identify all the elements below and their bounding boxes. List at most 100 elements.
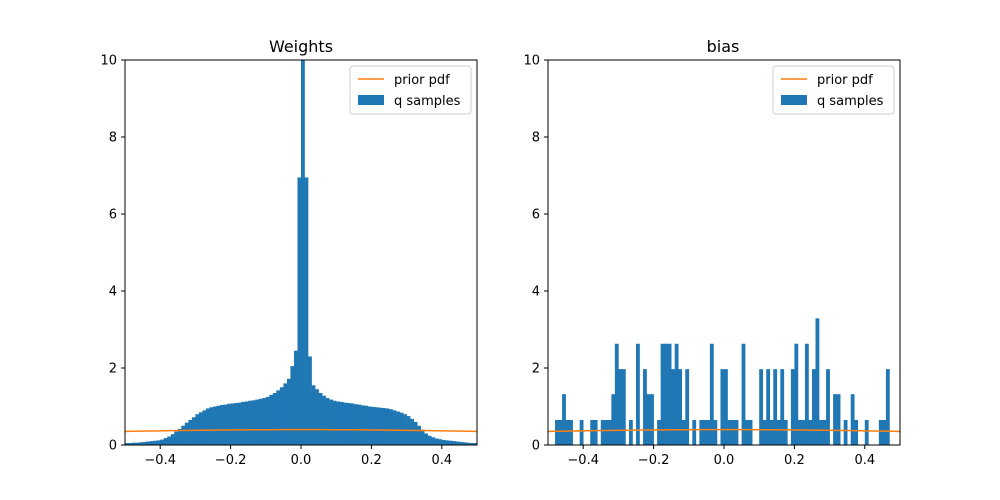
weights-histogram-bar bbox=[198, 412, 203, 445]
weights-histogram-bar bbox=[445, 440, 450, 445]
bias-y-tick-label: 10 bbox=[523, 54, 540, 69]
weights-histogram-bar bbox=[181, 425, 186, 445]
bias-histogram-bar bbox=[667, 343, 672, 445]
weights-y-tick-label: 4 bbox=[109, 285, 117, 300]
bias-histogram-bar bbox=[748, 419, 753, 445]
weights-y-tick-label: 2 bbox=[109, 362, 117, 377]
weights-histogram-bar bbox=[248, 400, 253, 445]
weights-histogram-bar bbox=[318, 393, 323, 445]
weights-histogram-bar bbox=[455, 441, 460, 445]
bias-histogram-bar bbox=[565, 419, 570, 445]
bias-legend-label-q-samples: q samples bbox=[817, 94, 884, 109]
weights-histogram-bar bbox=[216, 405, 221, 445]
bias-histogram-bar bbox=[590, 419, 595, 445]
weights-subplot: Weights −0.4 −0.2 0.0 0.2 0.4 0 2 4 6 8 10 prior pd… bbox=[100, 37, 478, 468]
bias-x-tick-label: 0.0 bbox=[714, 453, 735, 468]
weights-histogram-bar bbox=[413, 421, 418, 445]
bias-histogram-bar bbox=[741, 343, 746, 445]
weights-histogram-bar bbox=[332, 400, 337, 445]
weights-histogram-bar bbox=[441, 440, 446, 445]
weights-y-tick-label: 6 bbox=[109, 208, 117, 223]
bias-histogram-bar bbox=[885, 369, 890, 445]
weights-x-tick-label: 0.2 bbox=[361, 453, 382, 468]
bias-histogram-bar bbox=[836, 394, 841, 445]
weights-histogram-bar bbox=[389, 409, 393, 445]
weights-histogram-bar bbox=[262, 398, 267, 445]
weights-histogram-bar bbox=[177, 428, 182, 445]
bias-histogram-bar bbox=[734, 419, 739, 445]
weights-histogram-bar bbox=[153, 440, 157, 445]
weights-histogram-bar bbox=[174, 431, 179, 445]
weights-histogram-bar bbox=[128, 443, 133, 445]
bias-histogram-bar bbox=[776, 419, 781, 445]
weights-histogram-bar bbox=[146, 441, 150, 445]
weights-histogram-bar bbox=[304, 177, 309, 446]
bias-histogram-bar bbox=[628, 419, 633, 445]
weights-legend-label-q-samples: q samples bbox=[394, 94, 461, 109]
bias-histogram-bar bbox=[709, 343, 714, 445]
bias-histogram-bar bbox=[660, 343, 665, 445]
bias-histogram-bar bbox=[579, 419, 584, 445]
bias-histogram-bar bbox=[833, 394, 837, 445]
weights-histogram-bar bbox=[452, 441, 457, 445]
weights-histogram-bar bbox=[251, 400, 256, 445]
weights-histogram-bar bbox=[364, 405, 369, 445]
bias-x-tick-label: −0.2 bbox=[638, 453, 670, 468]
bias-histogram-bar bbox=[769, 419, 774, 445]
weights-histogram-bar bbox=[297, 177, 302, 446]
bias-histogram-bar bbox=[657, 419, 661, 445]
weights-histogram-bar bbox=[301, 60, 305, 445]
bias-y-tick-label: 2 bbox=[532, 362, 540, 377]
bias-histogram-bar bbox=[678, 369, 683, 445]
bias-histogram-bar bbox=[822, 419, 827, 445]
bias-histogram-bar bbox=[766, 369, 771, 445]
weights-histogram-bar bbox=[381, 408, 386, 445]
bias-histogram-bar bbox=[618, 369, 623, 445]
weights-legend: prior pdf q samples bbox=[349, 65, 472, 115]
weights-histogram-bar bbox=[244, 401, 249, 445]
bias-histogram-bar bbox=[664, 343, 668, 445]
bias-subplot: bias −0.4 −0.2 0.0 0.2 0.4 0 2 4 6 8 10 prior pdf q … bbox=[523, 37, 901, 468]
weights-histogram-bar bbox=[125, 443, 129, 445]
weights-histogram-bar bbox=[279, 387, 284, 445]
weights-x-tick-label: 0.4 bbox=[431, 453, 452, 468]
bias-histogram-bar bbox=[790, 369, 795, 445]
weights-histogram-bar bbox=[399, 412, 404, 445]
weights-histogram-bar bbox=[350, 403, 355, 445]
weights-histogram-bar bbox=[360, 405, 365, 445]
weights-x-tick-label: −0.2 bbox=[215, 453, 247, 468]
weights-histogram-bar bbox=[374, 407, 379, 445]
bias-legend-bar-swatch bbox=[781, 95, 807, 105]
bias-histogram-bar bbox=[854, 419, 859, 445]
bias-histogram-bar bbox=[702, 419, 707, 445]
weights-x-tick-label: 0.0 bbox=[291, 453, 312, 468]
bias-histogram-bar bbox=[759, 369, 764, 445]
bias-y-tick-label: 4 bbox=[532, 285, 540, 300]
bias-x-tick-label: 0.2 bbox=[784, 453, 805, 468]
weights-y-tick-label: 10 bbox=[100, 54, 117, 69]
weights-histogram-bar bbox=[283, 383, 288, 445]
bias-histogram-bar bbox=[646, 394, 651, 445]
bias-histogram-bar bbox=[731, 419, 735, 445]
weights-histogram-bar bbox=[346, 403, 351, 445]
weights-histogram-bar bbox=[188, 419, 193, 445]
weights-histogram-bar bbox=[308, 356, 312, 445]
weights-histogram-bar bbox=[378, 407, 383, 445]
weights-y-tick-label: 0 bbox=[109, 439, 117, 454]
weights-histogram-bar bbox=[265, 396, 270, 446]
weights-histogram-bar bbox=[396, 411, 400, 445]
bias-x-tick-label: 0.4 bbox=[854, 453, 875, 468]
weights-histogram-bar bbox=[205, 408, 210, 445]
weights-legend-bar-swatch bbox=[358, 95, 384, 105]
weights-histogram-bar bbox=[459, 441, 464, 445]
weights-histogram-bar bbox=[234, 403, 238, 445]
bias-histogram-bar bbox=[797, 419, 802, 445]
weights-histogram-bar bbox=[417, 425, 421, 445]
bias-x-tick-label: −0.4 bbox=[567, 453, 599, 468]
weights-histogram-bar bbox=[336, 401, 341, 445]
weights-histogram-bar bbox=[191, 417, 196, 445]
bias-histogram-bar bbox=[607, 419, 612, 445]
weights-histogram-bar bbox=[255, 399, 260, 445]
weights-histogram-bar bbox=[286, 378, 291, 445]
